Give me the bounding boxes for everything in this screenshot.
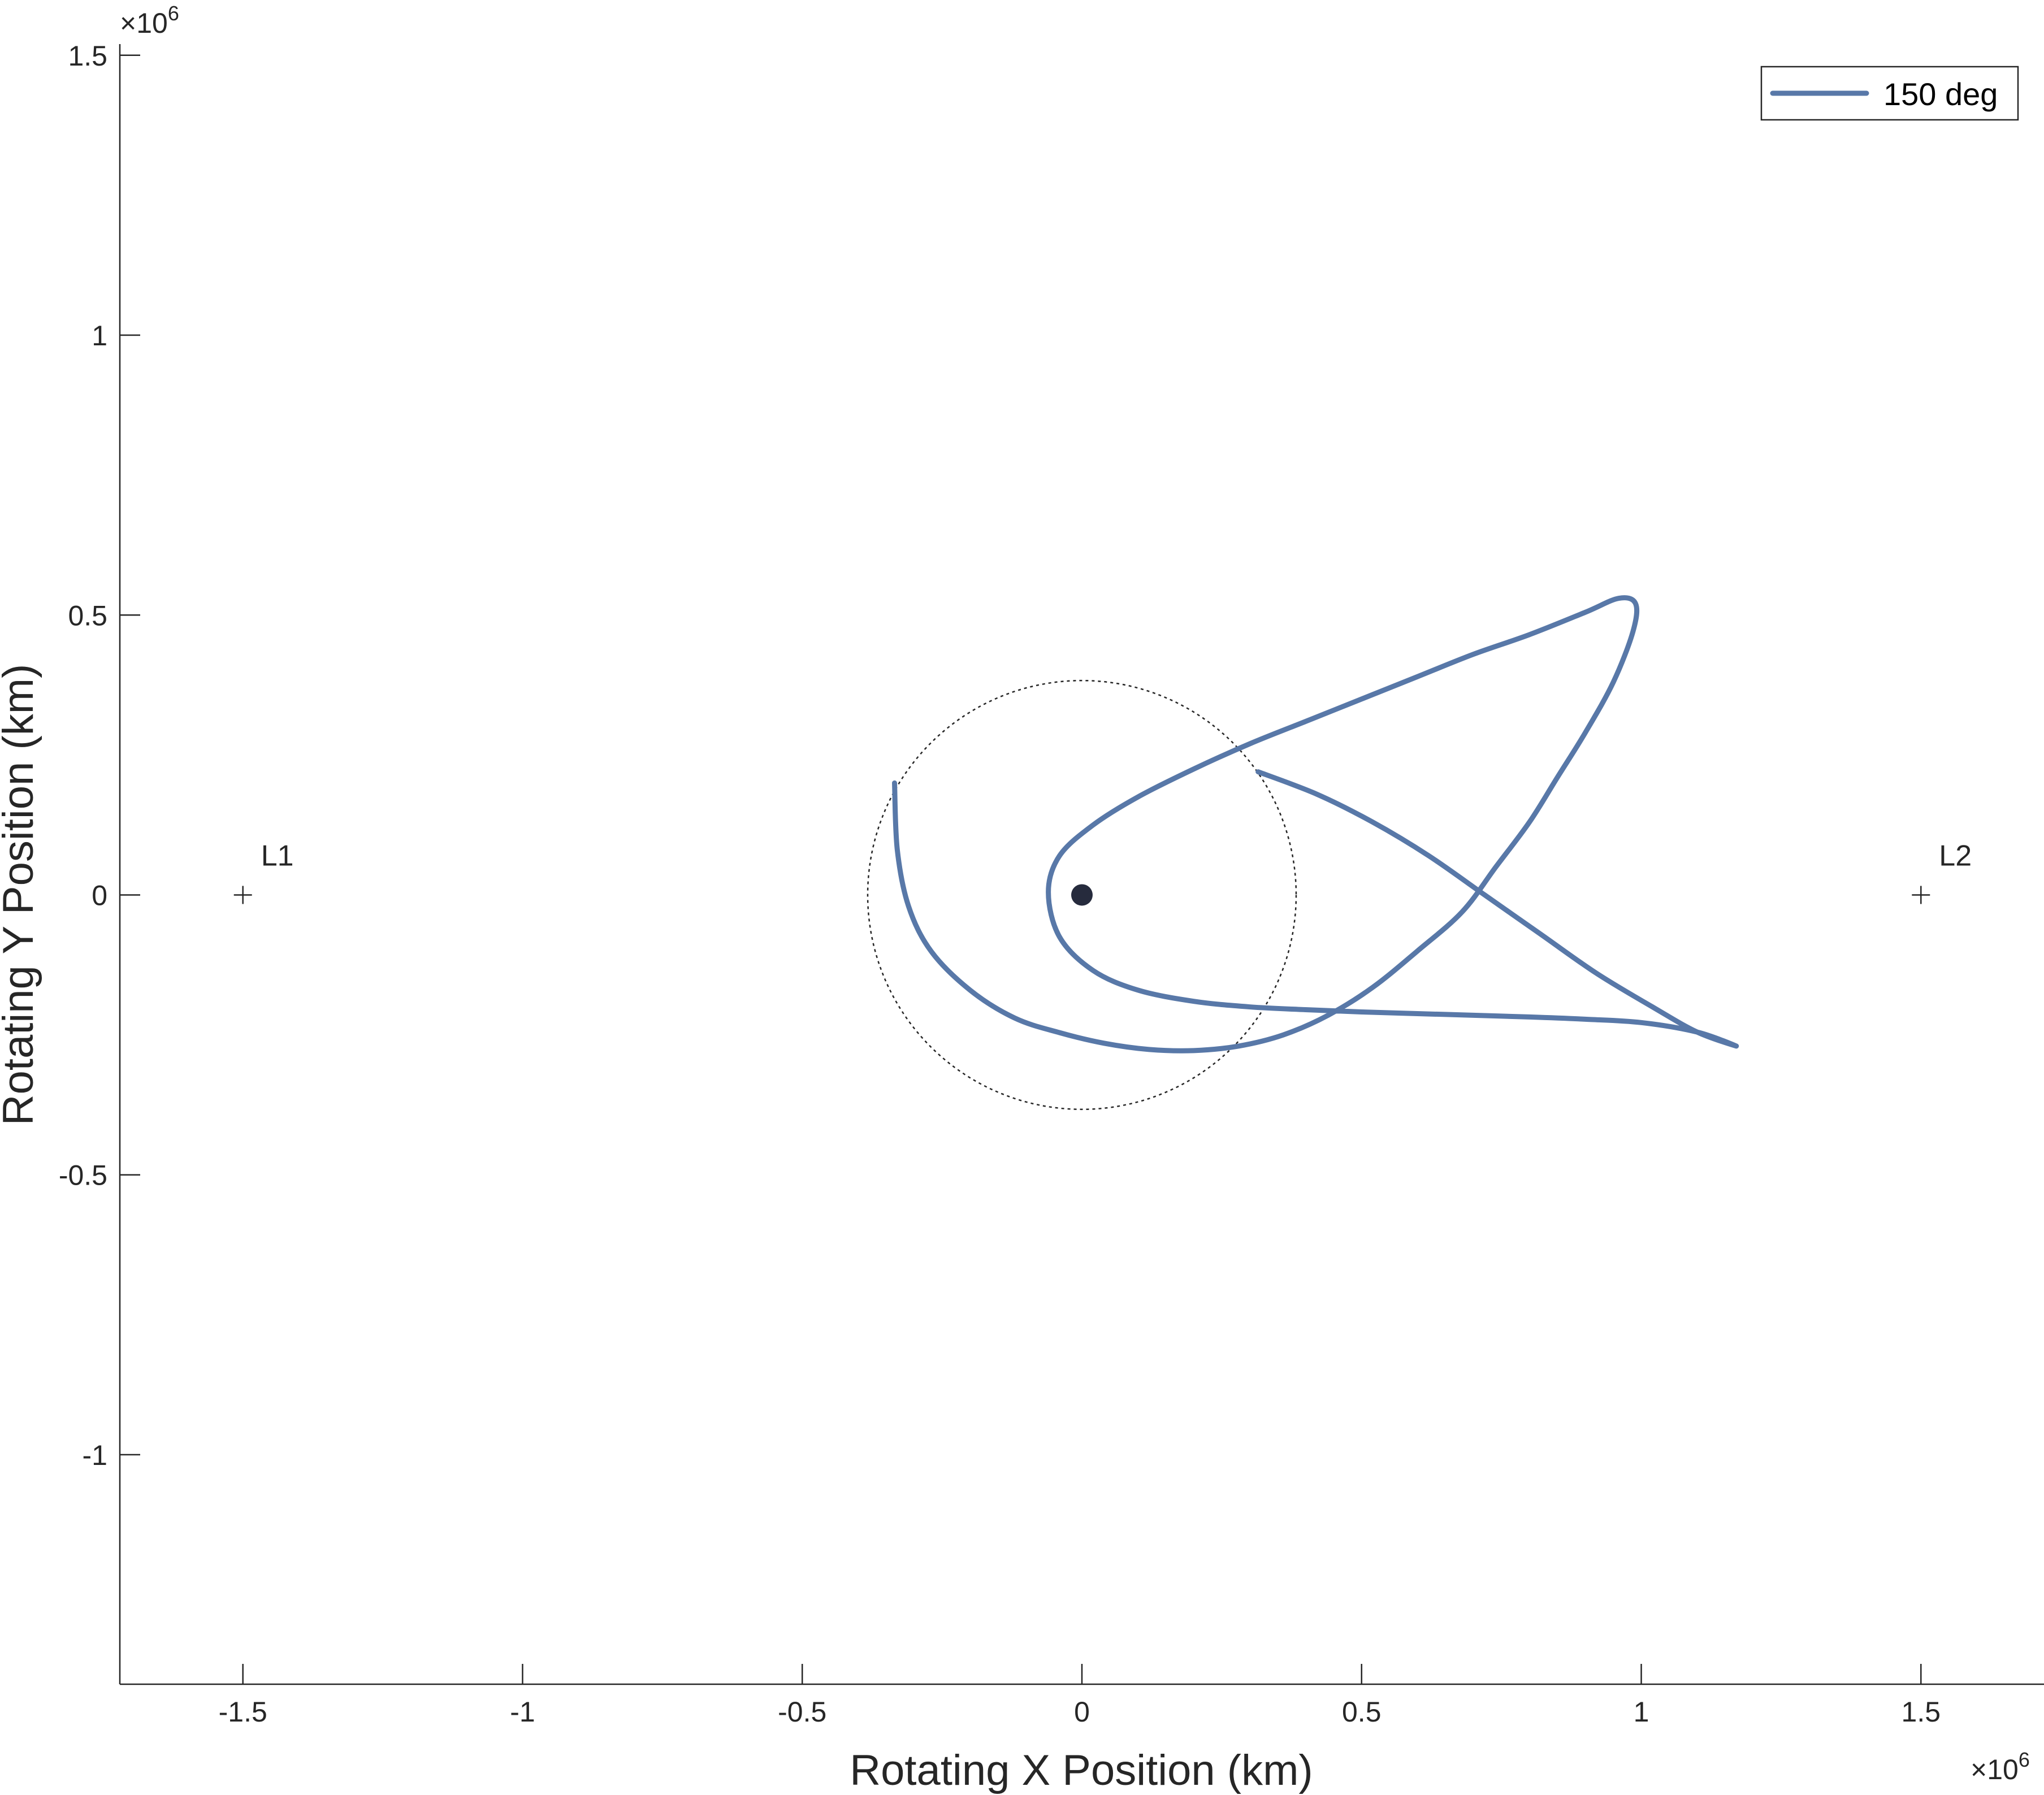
x-tick-label: -1 bbox=[510, 1696, 535, 1728]
legend: 150 deg bbox=[1760, 66, 2019, 121]
y-tick-label: 0.5 bbox=[68, 600, 107, 631]
y-tick-label: 1 bbox=[92, 320, 107, 352]
central-body-marker bbox=[1071, 884, 1093, 906]
x-tick-label: -1.5 bbox=[219, 1696, 267, 1728]
y-tick-label: -0.5 bbox=[59, 1160, 107, 1191]
x-axis-label: Rotating X Position (km) bbox=[850, 1746, 1313, 1794]
y-axis-exponent: ×106 bbox=[120, 2, 179, 39]
point-label: L1 bbox=[261, 839, 294, 872]
lagrange-points-group: L1 L2 bbox=[233, 839, 1972, 904]
y-tick-label: 0 bbox=[92, 879, 107, 911]
legend-entry-label: 150 deg bbox=[1883, 76, 1998, 112]
reference-circle-group bbox=[867, 679, 1297, 1111]
x-tick-label: 1 bbox=[1634, 1696, 1649, 1728]
y-tick-label: 1.5 bbox=[68, 40, 107, 72]
x-axis-exponent: ×106 bbox=[1971, 1748, 2030, 1785]
x-tick-label: 0.5 bbox=[1342, 1696, 1382, 1728]
x-tick-label: 0 bbox=[1074, 1696, 1090, 1728]
y-axis-label: Rotating Y Position (km) bbox=[0, 664, 42, 1126]
axes: -1.5 -1 -0.5 0 0.5 1 1.5 -1 -0.5 0 0.5 1 1.5 bbox=[59, 40, 2044, 1728]
point-label: L2 bbox=[1939, 839, 1972, 872]
x-tick-label: 1.5 bbox=[1902, 1696, 1941, 1728]
y-tick-label: -1 bbox=[83, 1440, 107, 1471]
reference-circle bbox=[867, 679, 1297, 1111]
x-tick-label: -0.5 bbox=[778, 1696, 826, 1728]
series-group bbox=[892, 595, 1739, 1053]
series-line bbox=[892, 595, 1739, 1053]
